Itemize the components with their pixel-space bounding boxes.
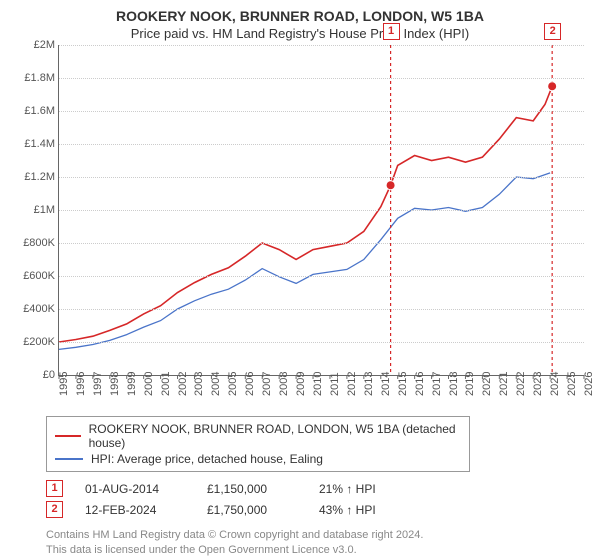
x-tick-label: 2014 <box>380 372 392 396</box>
x-tick-label: 1996 <box>75 372 87 396</box>
y-tick-label: £600K <box>11 270 55 282</box>
legend-swatch-icon <box>55 458 83 460</box>
x-tick-label: 2019 <box>464 372 476 396</box>
x-tick-label: 2021 <box>498 372 510 396</box>
x-tick-label: 2009 <box>295 372 307 396</box>
x-tick-label: 2011 <box>329 372 341 396</box>
y-tick-label: £800K <box>11 237 55 249</box>
transaction-table: 1 01-AUG-2014 £1,150,000 21% ↑ HPI 2 12-… <box>46 478 590 520</box>
legend-label: ROOKERY NOOK, BRUNNER ROAD, LONDON, W5 1… <box>89 422 461 450</box>
title-block: ROOKERY NOOK, BRUNNER ROAD, LONDON, W5 1… <box>10 8 590 41</box>
x-tick-label: 2002 <box>177 372 189 396</box>
y-tick-label: £1.6M <box>11 105 55 117</box>
x-tick-label: 2007 <box>261 372 273 396</box>
chart-subtitle: Price paid vs. HM Land Registry's House … <box>10 26 590 41</box>
x-tick-label: 2024 <box>549 372 561 396</box>
y-tick-label: £1.2M <box>11 171 55 183</box>
legend-box: ROOKERY NOOK, BRUNNER ROAD, LONDON, W5 1… <box>46 416 470 472</box>
x-tick-label: 2013 <box>363 372 375 396</box>
y-tick-label: £1M <box>11 204 55 216</box>
x-tick-label: 2005 <box>227 372 239 396</box>
legend-swatch-icon <box>55 435 81 437</box>
txn-diff: 43% ↑ HPI <box>319 503 399 517</box>
x-tick-label: 2016 <box>414 372 426 396</box>
footer-line: This data is licensed under the Open Gov… <box>46 543 590 558</box>
x-tick-label: 2015 <box>397 372 409 396</box>
x-axis-labels: 1995199619971998199920002001200220032004… <box>58 376 584 412</box>
footer-line: Contains HM Land Registry data © Crown c… <box>46 528 590 543</box>
txn-marker-icon: 1 <box>46 480 63 497</box>
txn-date: 12-FEB-2024 <box>85 503 185 517</box>
chart-title: ROOKERY NOOK, BRUNNER ROAD, LONDON, W5 1… <box>10 8 590 24</box>
x-tick-label: 1998 <box>109 372 121 396</box>
x-tick-label: 1999 <box>126 372 138 396</box>
x-tick-label: 1997 <box>92 372 104 396</box>
x-tick-label: 2008 <box>278 372 290 396</box>
x-tick-label: 2000 <box>143 372 155 396</box>
x-tick-label: 2004 <box>210 372 222 396</box>
x-tick-label: 2003 <box>193 372 205 396</box>
x-tick-label: 2022 <box>515 372 527 396</box>
x-tick-label: 2023 <box>532 372 544 396</box>
table-row: 2 12-FEB-2024 £1,750,000 43% ↑ HPI <box>46 499 590 520</box>
txn-price: £1,150,000 <box>207 482 297 496</box>
y-tick-label: £400K <box>11 303 55 315</box>
y-tick-label: £0 <box>11 369 55 381</box>
x-tick-label: 2026 <box>583 372 595 396</box>
y-tick-label: £2M <box>11 39 55 51</box>
chart-container: ROOKERY NOOK, BRUNNER ROAD, LONDON, W5 1… <box>0 0 600 560</box>
y-tick-label: £1.4M <box>11 138 55 150</box>
legend-label: HPI: Average price, detached house, Eali… <box>91 452 323 466</box>
x-tick-label: 2006 <box>244 372 256 396</box>
legend-row: HPI: Average price, detached house, Eali… <box>55 451 461 467</box>
x-tick-label: 2017 <box>431 372 443 396</box>
txn-date: 01-AUG-2014 <box>85 482 185 496</box>
x-tick-label: 1995 <box>58 372 70 396</box>
legend-row: ROOKERY NOOK, BRUNNER ROAD, LONDON, W5 1… <box>55 421 461 451</box>
footer: Contains HM Land Registry data © Crown c… <box>46 528 590 558</box>
x-tick-label: 2010 <box>312 372 324 396</box>
x-tick-label: 2001 <box>160 372 172 396</box>
x-tick-label: 2020 <box>481 372 493 396</box>
txn-marker-icon: 2 <box>46 501 63 518</box>
txn-marker-icon: 1 <box>383 23 400 40</box>
y-tick-label: £200K <box>11 336 55 348</box>
plot-area: £0£200K£400K£600K£800K£1M£1.2M£1.4M£1.6M… <box>58 45 584 376</box>
txn-price: £1,750,000 <box>207 503 297 517</box>
txn-marker-icon: 2 <box>544 23 561 40</box>
table-row: 1 01-AUG-2014 £1,150,000 21% ↑ HPI <box>46 478 590 499</box>
txn-diff: 21% ↑ HPI <box>319 482 399 496</box>
y-tick-label: £1.8M <box>11 72 55 84</box>
x-tick-label: 2012 <box>346 372 358 396</box>
x-tick-label: 2025 <box>566 372 578 396</box>
x-tick-label: 2018 <box>448 372 460 396</box>
